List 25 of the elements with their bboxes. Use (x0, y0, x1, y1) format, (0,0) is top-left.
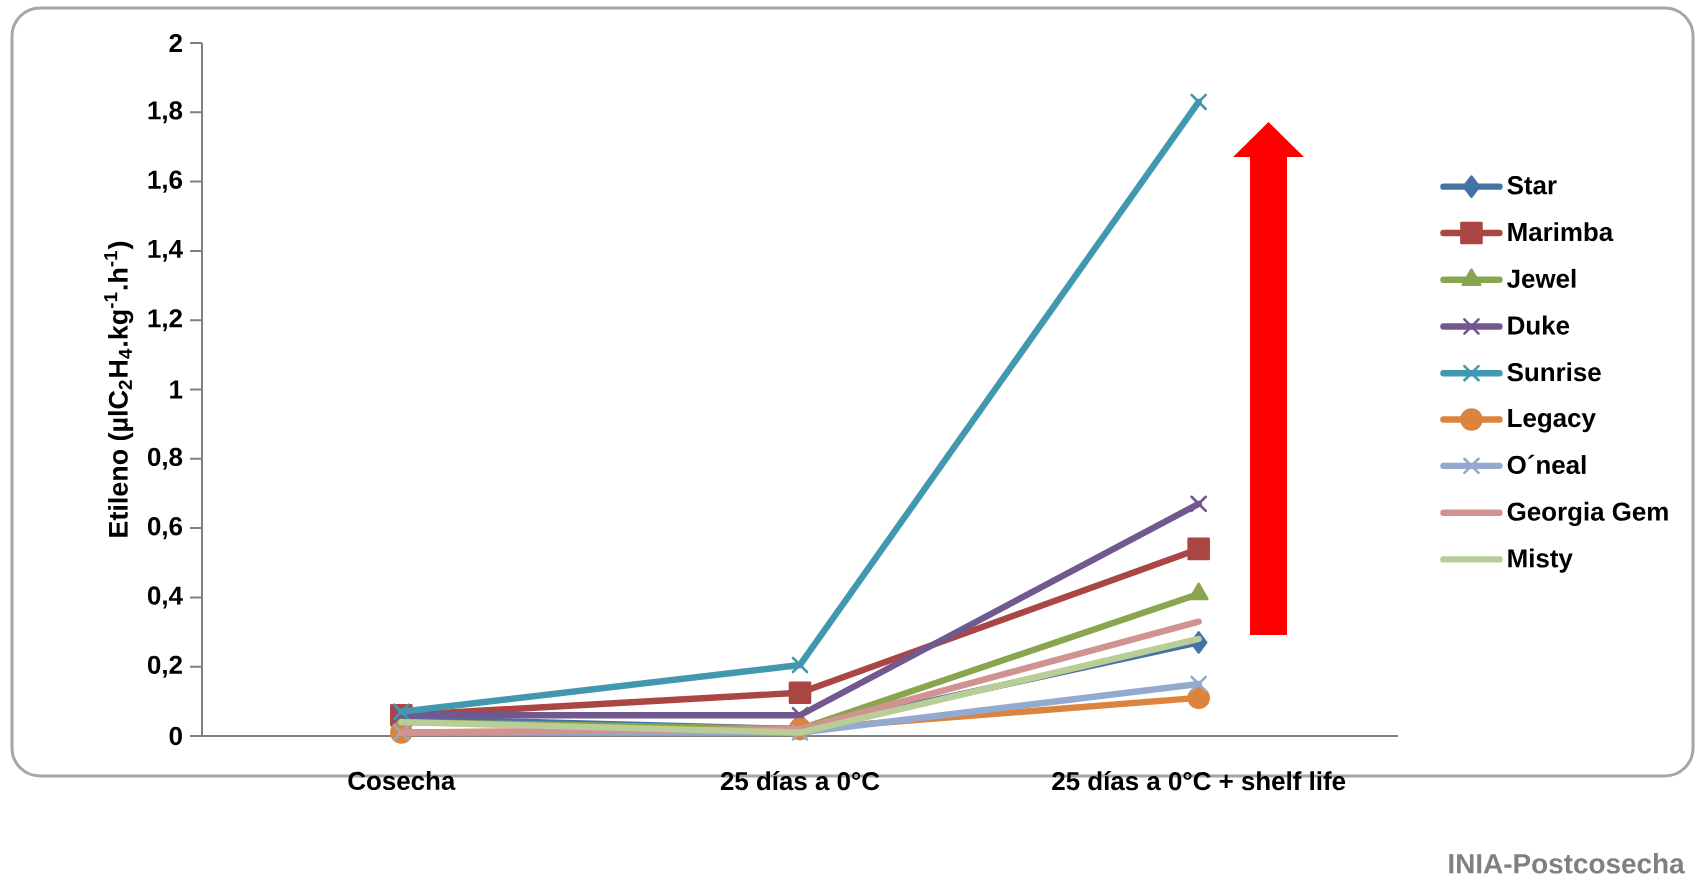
legend-label: Legacy (1508, 409, 1596, 433)
legend-label: Marimba (1508, 222, 1614, 242)
y-tick-label: 1,8 (148, 101, 183, 124)
legend-label: Georgia Gem (1507, 501, 1668, 527)
legend-label: Misty (1508, 548, 1573, 573)
y-tick-label: 1 (170, 380, 183, 399)
legend-label: Sunrise (1507, 362, 1601, 382)
legend-label: Duke (1508, 315, 1570, 335)
y-tick-label: 0 (169, 726, 182, 746)
legend-label: Jewel (1507, 268, 1576, 288)
y-tick-label: 0,2 (147, 655, 182, 678)
x-tick-label: 25 días a 0°C (720, 771, 880, 791)
y-tick-label: 1,2 (148, 309, 182, 332)
y-tick-label: 2 (169, 33, 182, 53)
text: Etileno (µlC$_{2}$H$_{4}$.kg$^{-1}$.h$^{-1}$) (104, 241, 134, 537)
legend-label: Star (1507, 176, 1557, 195)
text: INIA-Postcosecha (1449, 853, 1685, 874)
y-tick-label: 0,8 (147, 447, 183, 470)
legend-label: O´neal (1507, 454, 1586, 475)
y-tick-label: 1,6 (148, 170, 183, 193)
y-tick-label: 0,4 (147, 586, 183, 609)
x-tick-label: Cosecha (348, 771, 456, 791)
y-tick-label: 0,6 (147, 517, 183, 540)
y-tick-label: 1,4 (148, 239, 183, 262)
x-tick-label: 25 días a 0°C + shelf life (1052, 771, 1346, 791)
